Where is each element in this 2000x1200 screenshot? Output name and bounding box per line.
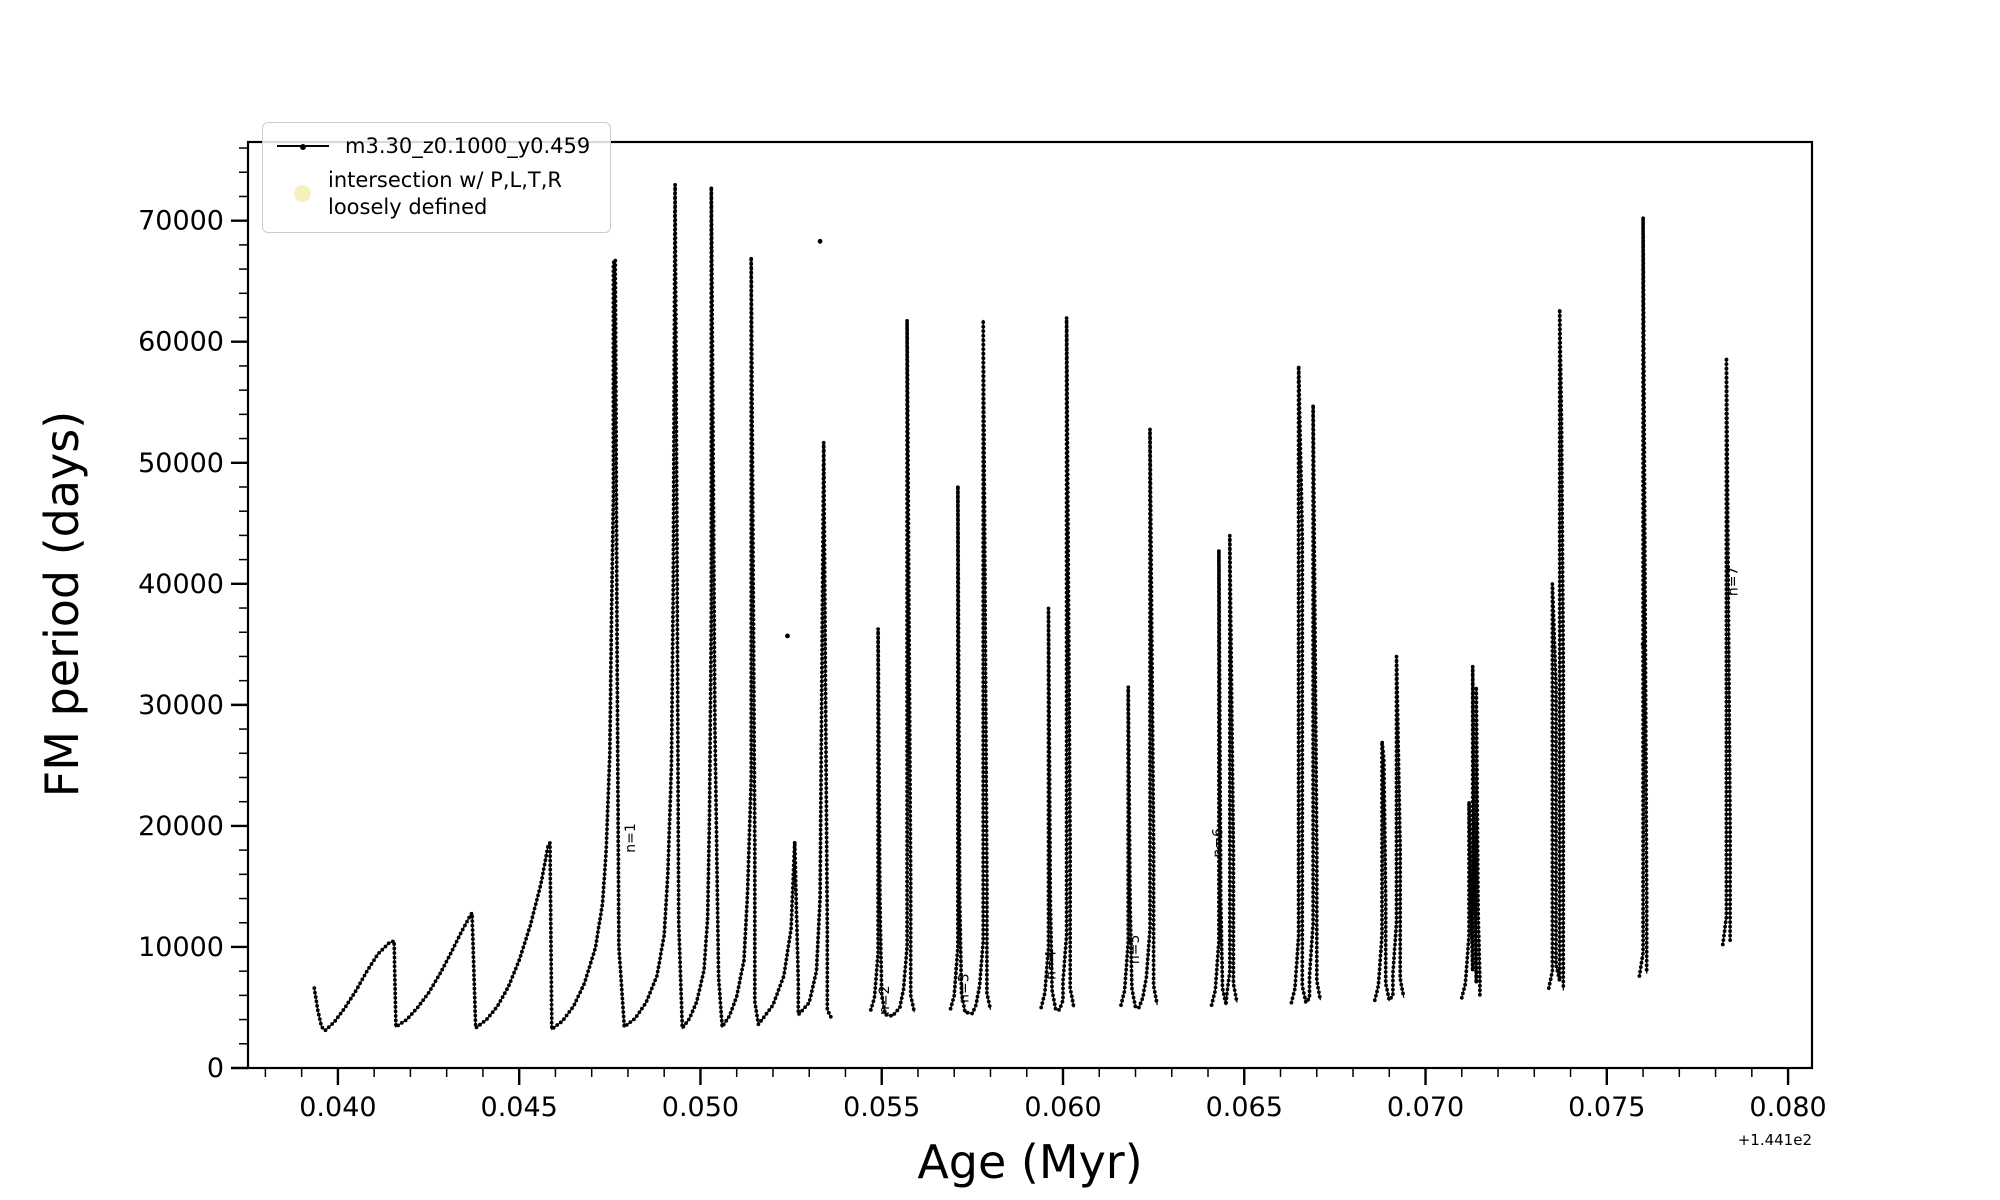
annotation-n-5: n=5	[1127, 935, 1143, 965]
x-tick-label: 0.065	[1206, 1092, 1283, 1123]
series-line-swatch	[277, 143, 329, 150]
legend-series-label: m3.30_z0.1000_y0.459	[345, 134, 591, 158]
series-marker-dot-icon	[300, 143, 306, 150]
x-tick-label: 0.055	[843, 1092, 920, 1123]
isolated-points	[785, 238, 1646, 647]
legend-entry-intersection: intersection w/ P,L,T,R loosely defined	[277, 167, 590, 220]
annotation-n-3: n=3	[957, 973, 973, 1003]
annotation-n-7: n=7	[1725, 567, 1741, 597]
annotation-n-4: n=4	[1044, 950, 1060, 980]
y-tick-label: 10000	[138, 932, 224, 963]
y-tick-label: 50000	[138, 448, 224, 479]
mode-annotations: n=1 n=2 n=3 n=4 n=5 n=6 n=7	[623, 567, 1741, 1015]
annotation-n-1: n=1	[623, 823, 639, 853]
y-tick-label: 30000	[138, 690, 224, 721]
x-tick-label: 0.080	[1749, 1092, 1826, 1123]
plot-spines	[246, 140, 1814, 1070]
tick-labels: 0.040 0.045 0.050 0.055 0.060 0.065 0.070 0.075…	[138, 206, 1827, 1123]
y-tick-label: 40000	[138, 569, 224, 600]
y-tick-label: 60000	[138, 327, 224, 358]
x-tick-label: 0.060	[1024, 1092, 1101, 1123]
annotation-n-6: n=6	[1211, 828, 1227, 858]
y-tick-label: 70000	[138, 206, 224, 237]
x-tick-label: 0.050	[662, 1092, 739, 1123]
x-tick-label: 0.075	[1568, 1092, 1645, 1123]
x-tick-label: 0.040	[299, 1092, 376, 1123]
x-axis-label: Age (Myr)	[917, 1135, 1143, 1189]
x-axis-offset-text: +1.441e2	[1737, 1131, 1812, 1149]
x-tick-label: 0.070	[1387, 1092, 1464, 1123]
x-tick-label: 0.045	[481, 1092, 558, 1123]
legend: m3.30_z0.1000_y0.459 intersection w/ P,L…	[262, 122, 612, 233]
annotation-n-2: n=2	[877, 985, 893, 1015]
axis-ticks	[231, 147, 1790, 1085]
y-tick-label: 0	[207, 1053, 224, 1084]
legend-intersection-label: intersection w/ P,L,T,R loosely defined	[328, 168, 562, 219]
y-tick-label: 20000	[138, 811, 224, 842]
intersection-marker-swatch	[294, 185, 311, 202]
y-axis-label: FM period (days)	[35, 410, 89, 798]
legend-entry-series: m3.30_z0.1000_y0.459	[277, 133, 590, 159]
series-curve	[312, 183, 1732, 1033]
